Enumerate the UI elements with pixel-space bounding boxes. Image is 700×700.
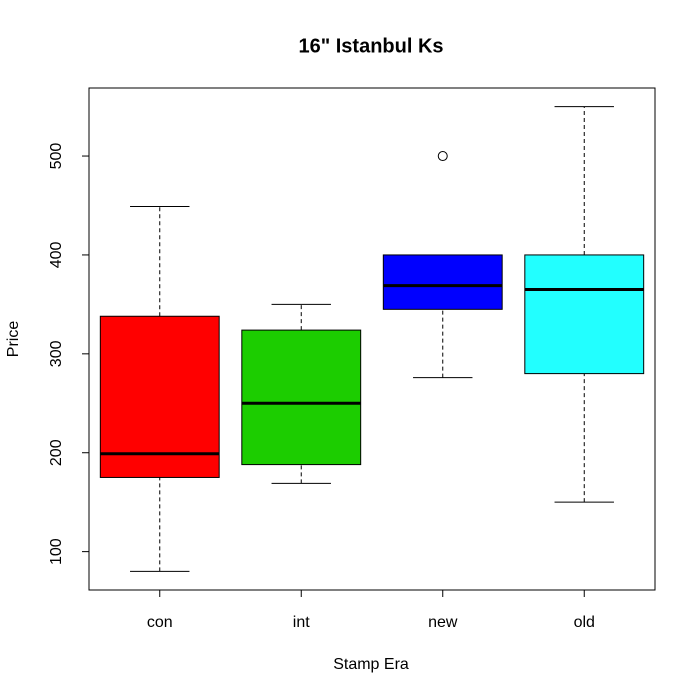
chart-title: 16" Istanbul Ks: [298, 35, 443, 57]
x-tick-label: new: [428, 614, 458, 631]
x-tick-label: int: [293, 614, 310, 631]
box: [524, 254, 645, 375]
y-tick-label: 200: [48, 439, 65, 466]
box: [99, 315, 220, 478]
box: [382, 254, 503, 310]
box: [241, 329, 362, 466]
y-tick-label: 400: [48, 241, 65, 268]
y-tick-label: 100: [48, 538, 65, 565]
plot-frame: [88, 87, 656, 591]
y-axis-label: Price: [5, 321, 22, 358]
y-tick-label: 500: [48, 143, 65, 170]
y-tick-label: 300: [48, 340, 65, 367]
x-tick-label: old: [574, 614, 595, 631]
x-axis-label: Stamp Era: [333, 656, 409, 673]
outlier: [437, 151, 448, 162]
x-tick-label: con: [147, 614, 173, 631]
